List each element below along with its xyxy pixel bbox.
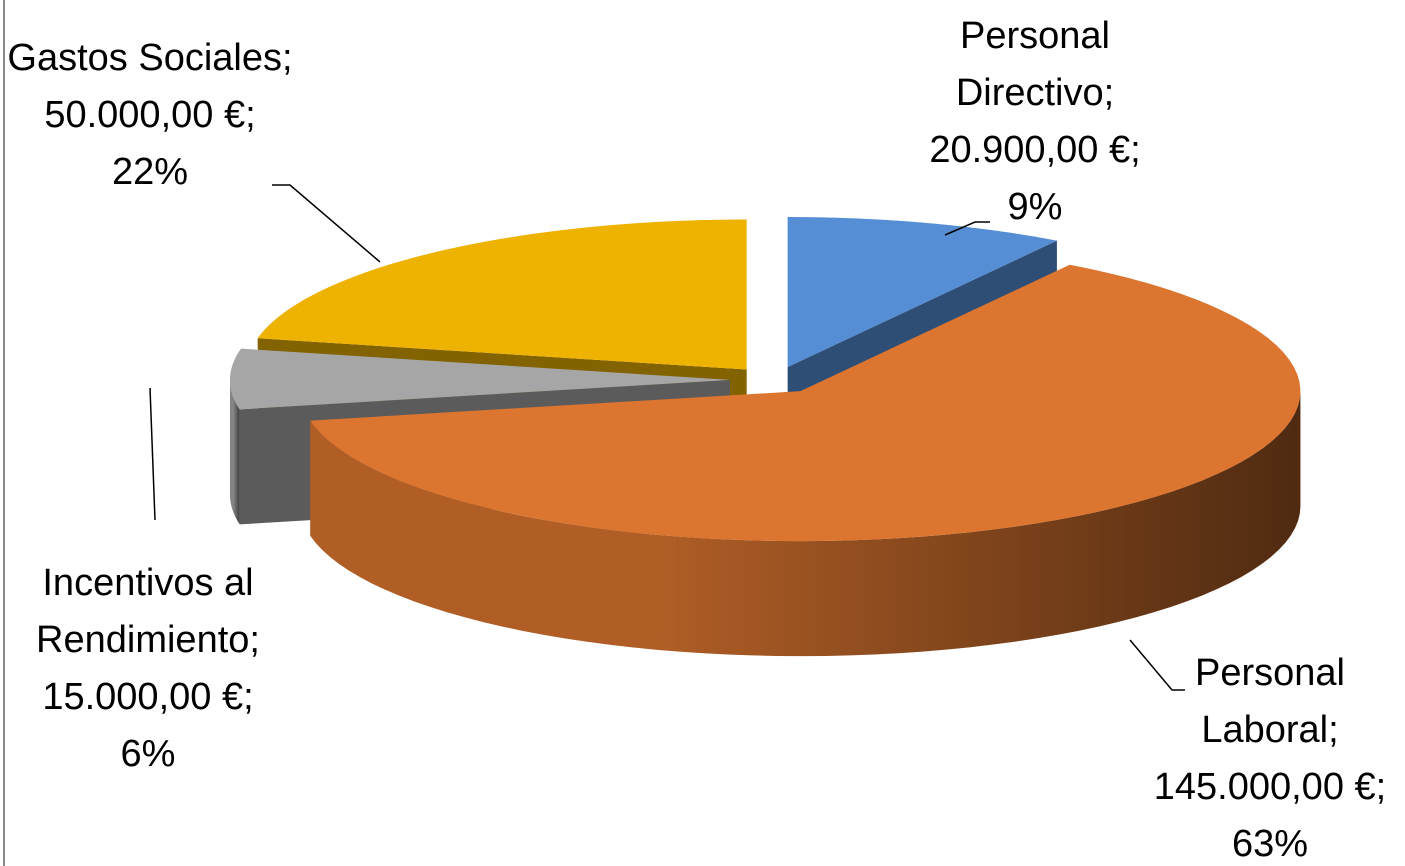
label-line: 15.000,00 €; <box>3 669 293 726</box>
slice <box>310 264 1301 657</box>
label-separator: ; <box>282 37 293 79</box>
label-separator: ; <box>249 619 260 661</box>
value-label: 50.000,00 € <box>44 94 246 136</box>
label-line: 20.900,00 €; <box>890 122 1180 179</box>
value-label: 20.900,00 € <box>929 129 1131 171</box>
data-label: Personal Laboral; 145.000,00 €; 63% <box>1125 645 1405 866</box>
value-label: 145.000,00 € <box>1153 766 1376 808</box>
slice-top <box>787 217 1057 368</box>
data-label: Incentivos al Rendimiento; 15.000,00 €; 6% <box>3 555 293 783</box>
label-line: Gastos Sociales; <box>5 30 295 87</box>
slice-top <box>257 219 747 370</box>
leader-line <box>1129 639 1185 691</box>
leader-line <box>272 184 381 263</box>
label-separator: ; <box>245 94 256 136</box>
slice-top <box>230 348 731 410</box>
percentage-label: 63% <box>1231 823 1309 865</box>
label-separator: ; <box>1328 709 1339 751</box>
category-label: Incentivos al Rendimiento <box>36 562 254 661</box>
percentage-label: 22% <box>111 151 189 193</box>
leader-lines <box>149 184 1185 691</box>
label-separator: ; <box>1375 766 1387 808</box>
slice-top <box>310 264 1301 542</box>
leader-line <box>944 221 990 236</box>
percentage-label: 9% <box>1007 186 1063 228</box>
percentage-label: 6% <box>120 733 176 775</box>
slices <box>230 217 1301 657</box>
label-line: 145.000,00 €; <box>1125 759 1405 816</box>
category-label: Gastos Sociales <box>7 37 282 79</box>
label-separator: ; <box>243 676 254 718</box>
label-line: 50.000,00 €; <box>5 87 295 144</box>
category-label: Personal Directivo <box>955 15 1110 114</box>
label-separator: ; <box>1130 129 1141 171</box>
slice-side-shade <box>310 391 1301 657</box>
label-line: Personal Laboral; <box>1125 645 1405 759</box>
label-line: Personal Directivo; <box>890 8 1180 122</box>
label-line: Incentivos al Rendimiento; <box>3 555 293 669</box>
data-label: Personal Directivo; 20.900,00 €; 9% <box>890 8 1180 236</box>
category-label: Personal Laboral <box>1195 652 1345 751</box>
value-label: 15.000,00 € <box>42 676 244 718</box>
label-separator: ; <box>1103 72 1115 114</box>
slice-side-shade <box>230 379 240 525</box>
leader-line <box>149 387 156 521</box>
data-label: Gastos Sociales; 50.000,00 €; 22% <box>5 30 295 201</box>
